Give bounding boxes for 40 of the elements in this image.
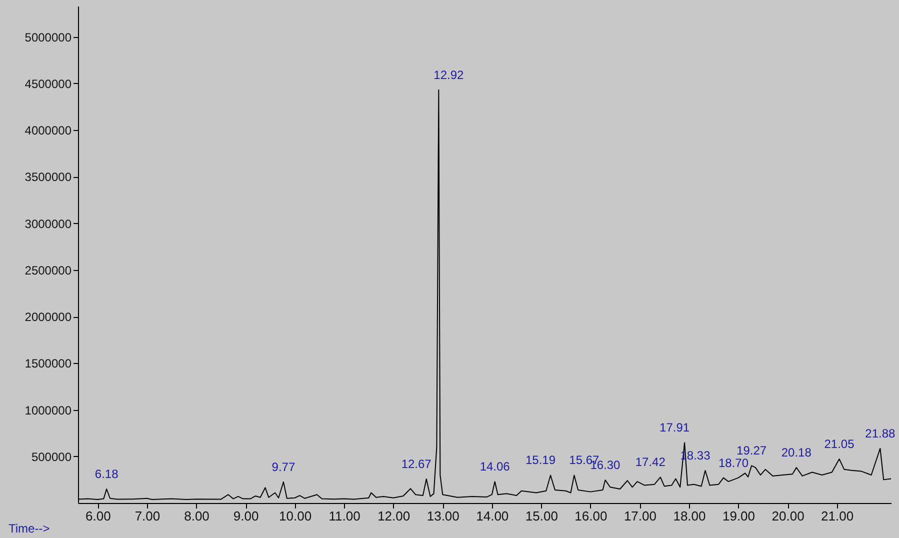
annotation: 14.06 bbox=[480, 460, 510, 474]
x-tick-label: 18.00 bbox=[673, 508, 706, 524]
annotation: 17.91 bbox=[660, 420, 690, 435]
y-tick-label: 3000000 bbox=[24, 216, 72, 231]
annotation: 21.05 bbox=[824, 436, 855, 451]
y-tick-label: 500000 bbox=[31, 450, 72, 464]
x-tick-label: 15.00 bbox=[525, 508, 558, 524]
annotation: 12.67 bbox=[401, 457, 432, 472]
x-tick-label: 20.00 bbox=[772, 508, 804, 524]
annotation: 15.19 bbox=[525, 453, 556, 468]
x-tick-label: 6.00 bbox=[86, 508, 111, 524]
x-tick-label: 13.00 bbox=[426, 508, 460, 524]
y-tick-label: 1500000 bbox=[24, 356, 72, 371]
x-tick-label: 17.00 bbox=[624, 508, 656, 524]
x-tick-label: 9.00 bbox=[233, 508, 259, 524]
y-tick-label: 4000000 bbox=[24, 124, 72, 138]
x-tick-label: 14.00 bbox=[476, 508, 509, 524]
y-tick-label: 3500000 bbox=[24, 170, 72, 184]
x-tick-label: 12.00 bbox=[378, 508, 410, 524]
annotation: 12.92 bbox=[434, 68, 464, 82]
x-tick-label: 16.00 bbox=[574, 508, 608, 524]
x-tick-label: 7.00 bbox=[134, 508, 160, 524]
x-tick-label: 11.00 bbox=[328, 508, 360, 524]
x-tick-label: 19.00 bbox=[722, 508, 756, 524]
annotation: 20.18 bbox=[781, 446, 812, 460]
y-tick-label: 5000000 bbox=[24, 30, 72, 44]
annotation: 18.70 bbox=[718, 456, 749, 470]
y-tick-label: 2500000 bbox=[24, 263, 72, 278]
y-tick-label: 2000000 bbox=[24, 310, 72, 324]
x-tick-label: 8.00 bbox=[184, 508, 210, 524]
annotation: 21.88 bbox=[865, 426, 896, 440]
annotation: 9.77 bbox=[272, 460, 296, 474]
annotation: 17.42 bbox=[635, 455, 666, 470]
x-axis-title: Time--> bbox=[8, 522, 50, 536]
annotation: 19.27 bbox=[736, 444, 767, 458]
x-tick-label: 21.00 bbox=[821, 508, 854, 524]
y-tick-label: 1000000 bbox=[24, 403, 72, 418]
y-tick-label: 4500000 bbox=[24, 76, 72, 91]
x-tick-label: 10.00 bbox=[279, 508, 312, 524]
annotation: 6.18 bbox=[94, 467, 119, 482]
